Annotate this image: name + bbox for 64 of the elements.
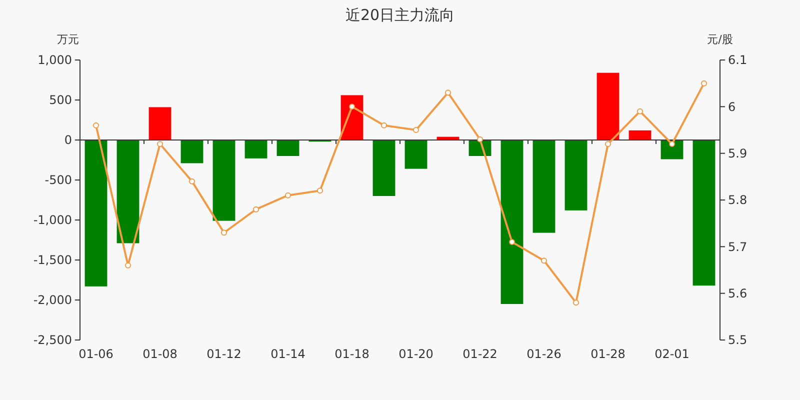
- point: [509, 239, 515, 245]
- bar: [596, 72, 620, 140]
- point: [349, 104, 355, 110]
- y-tick-label: -2,000: [33, 293, 72, 308]
- point: [125, 262, 131, 268]
- point: [93, 122, 99, 128]
- bar: [148, 107, 172, 140]
- y2-tick-label: 5.5: [728, 333, 748, 348]
- point: [189, 178, 195, 184]
- point: [317, 188, 323, 194]
- point: [157, 141, 163, 147]
- x-tick-label: 01-06: [78, 347, 114, 361]
- point: [477, 136, 483, 142]
- bar: [372, 140, 396, 196]
- bar: [564, 140, 588, 210]
- bar: [692, 140, 716, 286]
- y-tick-label: -500: [44, 173, 72, 188]
- x-tick-label: 01-28: [590, 347, 626, 361]
- y2-tick-label: 6: [728, 100, 736, 114]
- bar: [84, 140, 108, 286]
- y-tick-label: -2,500: [33, 333, 72, 348]
- point: [285, 192, 291, 198]
- x-tick-label: 02-01: [654, 347, 690, 361]
- point: [445, 90, 451, 96]
- bar: [660, 140, 684, 160]
- x-tick-label: 01-20: [398, 347, 434, 361]
- x-tick-label: 01-26: [526, 347, 562, 361]
- y-tick-label: -1,500: [33, 253, 72, 268]
- chart-title: 近20日主力流向: [345, 6, 455, 24]
- bar: [404, 140, 428, 169]
- bar: [532, 140, 556, 233]
- y2-tick-label: 6.1: [728, 53, 748, 68]
- x-tick-label: 01-12: [206, 347, 242, 361]
- y2-tick-label: 5.8: [728, 193, 748, 208]
- bar: [212, 140, 236, 221]
- point: [381, 122, 387, 128]
- x-tick-label: 01-08: [142, 347, 178, 361]
- x-tick-label: 01-22: [462, 347, 498, 361]
- point: [573, 300, 579, 306]
- y2-tick-label: 5.9: [728, 146, 748, 161]
- point: [413, 127, 419, 133]
- y-tick-label: 1,000: [38, 53, 72, 68]
- point: [701, 80, 707, 86]
- x-tick-label: 01-14: [270, 347, 306, 361]
- bar: [276, 140, 300, 156]
- y-tick-label: -1,000: [33, 213, 72, 228]
- y2-tick-label: 5.7: [728, 240, 748, 254]
- point: [541, 258, 547, 264]
- y2-tick-label: 5.6: [728, 286, 748, 301]
- y-tick-label: 0: [64, 133, 72, 148]
- bar: [628, 130, 652, 140]
- y-tick-label: 500: [49, 93, 72, 108]
- point: [253, 206, 259, 212]
- bar: [500, 140, 524, 304]
- x-tick-label: 01-18: [334, 347, 370, 361]
- point: [221, 230, 227, 236]
- bar: [180, 140, 204, 164]
- bar: [116, 140, 140, 244]
- y-axis-title: 万元: [57, 33, 79, 46]
- point: [637, 108, 643, 114]
- bar: [244, 140, 268, 158]
- point: [669, 141, 675, 147]
- point: [605, 141, 611, 147]
- y2-axis-title: 元/股: [707, 33, 733, 46]
